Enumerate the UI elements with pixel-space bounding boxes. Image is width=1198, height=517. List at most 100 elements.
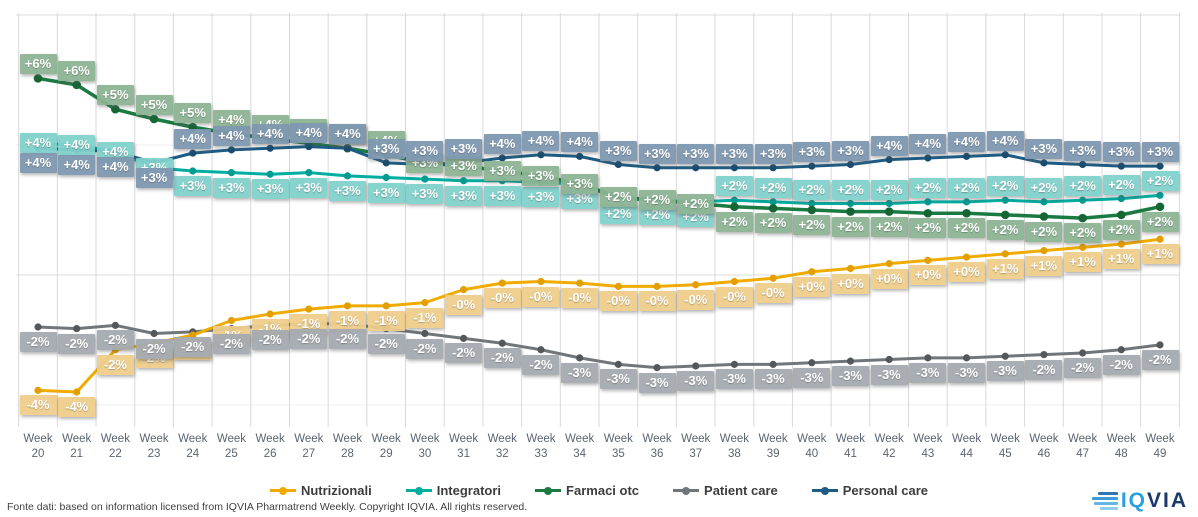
nutrizionali-point <box>962 253 971 261</box>
nutrizionali-point <box>924 256 932 264</box>
patient-point <box>227 325 236 333</box>
personal-legend-marker-icon <box>811 486 838 495</box>
personal-point <box>808 162 816 170</box>
legend-item-integratori: Integratori <box>405 483 501 498</box>
integratori-point <box>382 173 390 182</box>
week-label: Week 48 <box>1106 433 1136 460</box>
integratori-point <box>769 198 777 206</box>
farmaci-point <box>1117 210 1126 220</box>
week-label: Week 45 <box>990 433 1020 460</box>
nutrizionali-line <box>36 237 1162 394</box>
week-label: Week 49 <box>1145 433 1175 460</box>
integratori-point <box>1117 195 1125 203</box>
iqvia-logo-text: IQVIA <box>1121 490 1188 511</box>
week-label: Week 26 <box>255 433 285 460</box>
nutrizionali-point <box>266 310 274 318</box>
farmaci-point <box>923 208 933 218</box>
farmaci-point <box>807 205 817 215</box>
personal-point <box>459 159 468 167</box>
legend-item-farmaci: Farmaci otc <box>535 483 639 498</box>
patient-point <box>614 360 622 368</box>
patient-point <box>1040 351 1048 359</box>
nutrizionali-point <box>1001 250 1009 258</box>
personal-point <box>769 164 777 172</box>
integratori-legend-marker-icon <box>405 486 432 495</box>
nutrizionali-point <box>692 281 700 289</box>
farmaci-point <box>768 204 778 213</box>
personal-point <box>421 160 429 169</box>
nutrizionali-point <box>305 305 313 313</box>
personal-point <box>730 164 739 172</box>
week-label: Week 47 <box>1068 433 1098 460</box>
personal-point <box>111 147 119 156</box>
chart-svg <box>16 13 1180 427</box>
farmaci-legend-marker-icon <box>535 486 562 495</box>
nutrizionali-point <box>73 388 81 396</box>
personal-point <box>343 144 352 152</box>
patient-point <box>730 360 739 368</box>
week-label: Week 30 <box>410 433 440 460</box>
patient-point <box>924 354 932 362</box>
legend-item-patient: Patient care <box>673 483 778 498</box>
farmaci-point <box>227 129 236 138</box>
farmaci-point <box>1039 212 1049 221</box>
personal-point <box>189 149 197 157</box>
farmaci-point <box>188 122 198 132</box>
personal-point <box>846 160 855 169</box>
nutrizionali-point <box>382 302 390 310</box>
patient-point <box>459 334 468 342</box>
nutrizionali-point <box>885 260 893 268</box>
personal-point <box>692 164 700 172</box>
week-label: Week 20 <box>23 433 53 460</box>
farmaci-point <box>614 192 623 202</box>
patient-point <box>343 320 352 328</box>
nutrizionali-point <box>1117 240 1125 248</box>
integratori-point <box>1079 196 1087 204</box>
patient-point <box>1156 341 1164 349</box>
personal-point <box>150 159 158 167</box>
integratori-point <box>227 169 236 177</box>
patient-point <box>34 323 42 331</box>
patient-point <box>421 329 429 338</box>
patient-point <box>111 321 119 329</box>
patient-point <box>1117 346 1125 354</box>
nutrizionali-point <box>1079 243 1087 251</box>
personal-point <box>537 151 545 159</box>
integratori-point <box>962 198 971 206</box>
week-label: Week 36 <box>642 433 672 460</box>
personal-point <box>1001 151 1009 159</box>
week-label: Week 34 <box>565 433 595 460</box>
patient-legend-label: Patient care <box>704 483 778 498</box>
nutrizionali-point <box>459 286 468 294</box>
week-label: Week 33 <box>526 433 556 460</box>
integratori-point <box>266 170 274 178</box>
week-label: Week 24 <box>178 433 208 460</box>
patient-point <box>962 354 971 362</box>
iqvia-logo-iq: IQ <box>1120 489 1147 512</box>
integratori-point <box>846 199 855 208</box>
nutrizionali-point <box>150 339 158 347</box>
farmaci-point <box>884 207 894 216</box>
week-label: Week 25 <box>216 433 247 460</box>
iqvia-logo-stripes-icon <box>1091 491 1118 510</box>
patient-point <box>266 321 274 329</box>
nutrizionali-legend-marker-icon <box>269 486 296 495</box>
patient-legend-marker-icon <box>673 486 700 495</box>
nutrizionali-point <box>227 316 236 325</box>
week-axis: Week 20 Week 21 Week 22 Week 23 Week 24 Week 25 Week… <box>0 432 1198 478</box>
farmaci-point <box>111 104 120 114</box>
personal-point <box>227 146 236 154</box>
week-label: Week 38 <box>719 433 749 460</box>
farmaci-point <box>1078 213 1087 223</box>
nutrizionali-point <box>576 279 584 287</box>
legend-item-nutrizionali: Nutrizionali <box>269 483 372 498</box>
week-label: Week 31 <box>448 433 479 460</box>
week-label: Week 28 <box>332 433 363 460</box>
integratori-point <box>1156 191 1164 199</box>
patient-point <box>537 346 545 354</box>
personal-line <box>36 145 1162 170</box>
patient-point <box>1079 349 1087 357</box>
source-note: Fonte dati: based on information license… <box>7 501 528 513</box>
integratori-point <box>459 177 468 185</box>
farmaci-point <box>1000 210 1010 220</box>
